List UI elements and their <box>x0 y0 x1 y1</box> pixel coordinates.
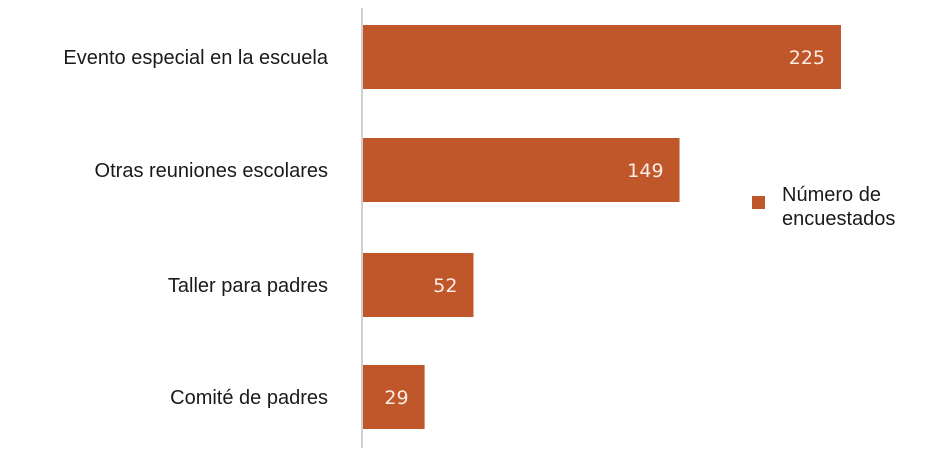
legend-label: Número de encuestados <box>782 184 896 230</box>
legend: Número de encuestados <box>752 183 922 231</box>
data-label-1: 149 <box>627 160 663 182</box>
bar-2 <box>363 253 474 317</box>
category-label-0: Evento especial en la escuela <box>63 47 328 69</box>
data-label-0: 225 <box>789 47 825 69</box>
category-label-3: Comité de padres <box>170 387 328 409</box>
category-label-2: Taller para padres <box>168 275 328 297</box>
bar-0 <box>363 25 841 89</box>
data-label-2: 52 <box>433 275 457 297</box>
data-label-3: 29 <box>384 387 408 409</box>
legend-swatch <box>752 196 765 209</box>
category-label-1: Otras reuniones escolares <box>95 160 328 182</box>
bar-1 <box>363 138 680 202</box>
bar-3 <box>363 365 425 429</box>
